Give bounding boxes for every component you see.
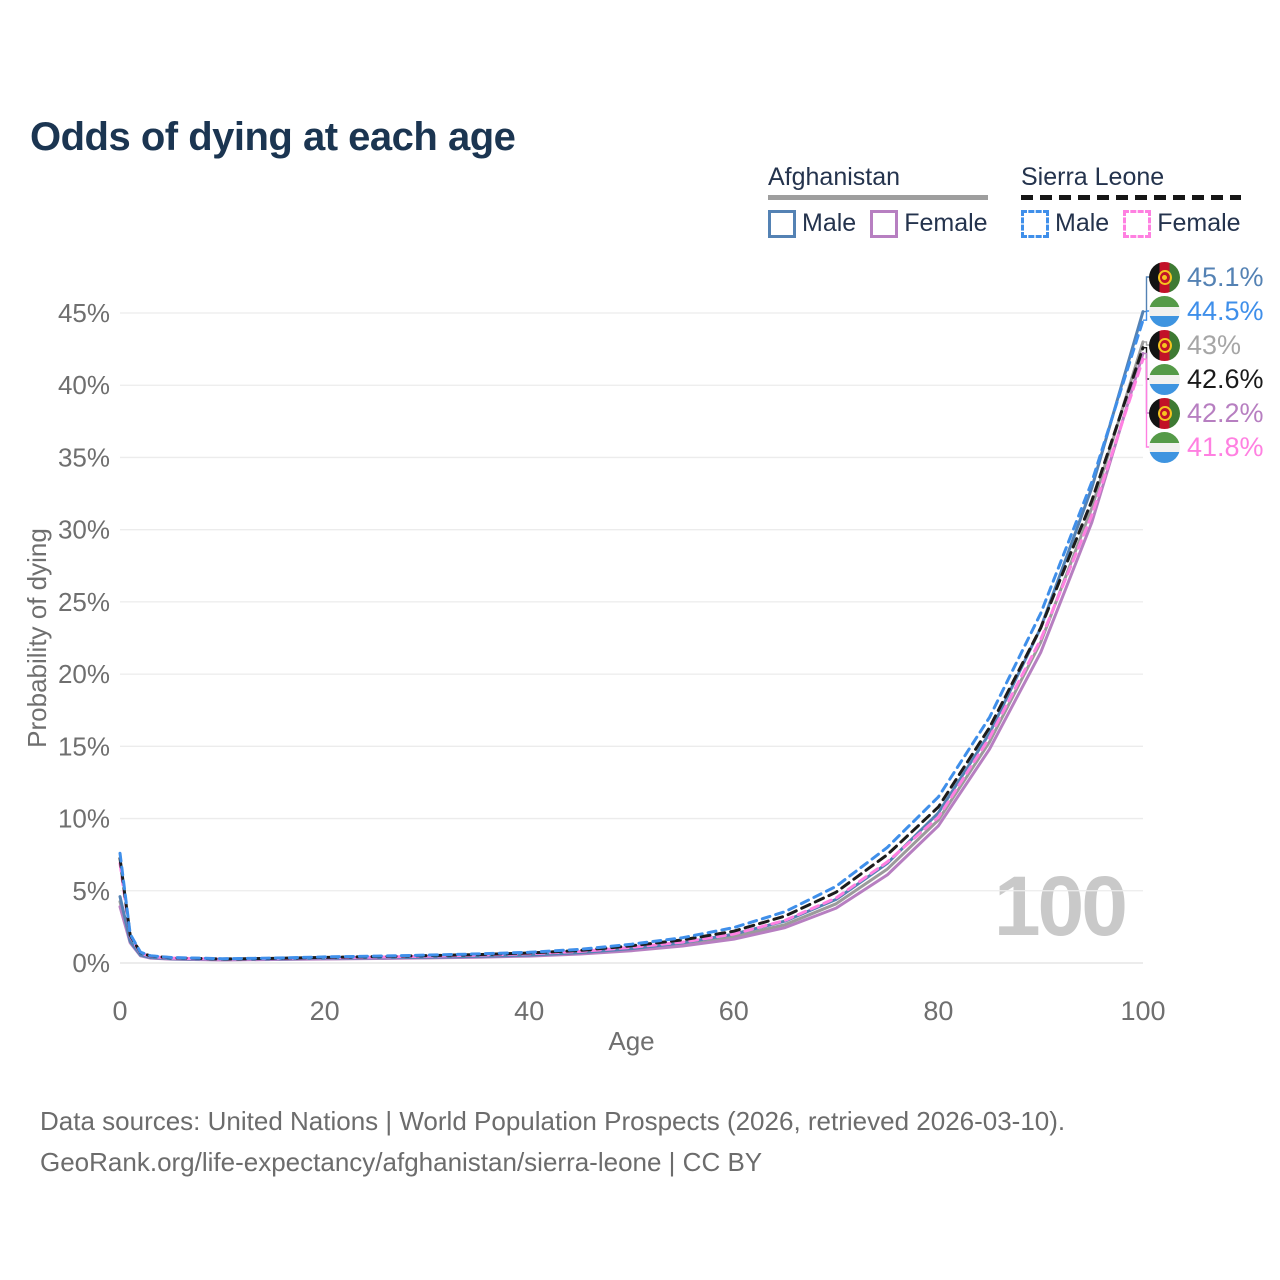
svg-text:Probability of dying: Probability of dying	[22, 528, 52, 748]
sierra-leone-dashed-line-sample	[1021, 195, 1241, 200]
svg-text:15%: 15%	[58, 731, 110, 761]
sierra-leone-female-swatch-icon	[1123, 209, 1152, 238]
legend-label: Male	[1055, 209, 1110, 237]
legend-group-sierra-leone: Sierra Leone Male Female	[1021, 163, 1241, 238]
page-title: Odds of dying at each age	[30, 114, 516, 159]
svg-text:0%: 0%	[72, 948, 110, 978]
max-age-watermark: 100	[993, 859, 1128, 953]
legend-item-sierra-leone-male[interactable]: Male	[1021, 209, 1109, 238]
end-value: 44.5%	[1187, 295, 1264, 326]
afghanistan-male-swatch-icon	[768, 209, 796, 238]
end-label-afghanistan-female: 42.2%	[1149, 397, 1264, 429]
end-value: 42.2%	[1187, 397, 1264, 428]
end-label-sierra-leone-male: 44.5%	[1149, 295, 1264, 327]
end-label-sierra-leone-both: 42.6%	[1149, 363, 1264, 395]
data-sources-text: Data sources: United Nations | World Pop…	[40, 1106, 1066, 1136]
sierra-leone-flag-icon	[1149, 431, 1180, 463]
sierra-leone-flag-icon	[1149, 295, 1180, 327]
svg-text:Age: Age	[608, 1026, 654, 1056]
svg-text:25%: 25%	[58, 587, 110, 617]
end-value: 42.6%	[1187, 363, 1264, 394]
legend-group-afghanistan: Afghanistan Male Female	[768, 163, 988, 238]
svg-text:0: 0	[112, 996, 127, 1026]
svg-text:100: 100	[1120, 996, 1165, 1026]
legend-label: Male	[802, 209, 857, 237]
attribution-text: GeoRank.org/life-expectancy/afghanistan/…	[40, 1147, 763, 1177]
svg-text:20: 20	[310, 996, 340, 1026]
svg-text:40: 40	[514, 996, 544, 1026]
afghanistan-solid-line-sample	[768, 195, 988, 200]
end-value: 41.8%	[1187, 431, 1264, 462]
legend-country-afghanistan: Afghanistan	[768, 163, 901, 191]
sierra-leone-male-swatch-icon	[1021, 209, 1049, 238]
end-value: 45.1%	[1187, 261, 1264, 292]
end-label-afghanistan-both: 43%	[1149, 329, 1241, 361]
legend-label: Female	[904, 209, 988, 237]
afghanistan-flag-icon	[1149, 261, 1180, 293]
svg-text:35%: 35%	[58, 442, 110, 472]
afghanistan-flag-icon	[1149, 329, 1180, 361]
end-label-sierra-leone-female: 41.8%	[1149, 431, 1264, 463]
legend-item-sierra-leone-female[interactable]: Female	[1123, 209, 1241, 238]
legend-item-afghanistan-male[interactable]: Male	[768, 209, 856, 238]
end-value: 43%	[1187, 329, 1242, 360]
svg-text:30%: 30%	[58, 515, 110, 545]
afghanistan-female-swatch-icon	[870, 209, 899, 238]
legend-country-sierra-leone: Sierra Leone	[1021, 163, 1165, 191]
sierra-leone-flag-icon	[1149, 363, 1180, 395]
svg-text:40%: 40%	[58, 370, 110, 400]
svg-text:60: 60	[719, 996, 749, 1026]
svg-text:20%: 20%	[58, 659, 110, 689]
svg-text:10%: 10%	[58, 804, 110, 834]
end-label-afghanistan-male: 45.1%	[1149, 261, 1264, 293]
legend-item-afghanistan-female[interactable]: Female	[870, 209, 988, 238]
svg-text:5%: 5%	[72, 876, 110, 906]
afghanistan-flag-icon	[1149, 397, 1180, 429]
svg-text:80: 80	[923, 996, 953, 1026]
svg-text:45%: 45%	[58, 298, 110, 328]
legend-label: Female	[1157, 209, 1241, 237]
